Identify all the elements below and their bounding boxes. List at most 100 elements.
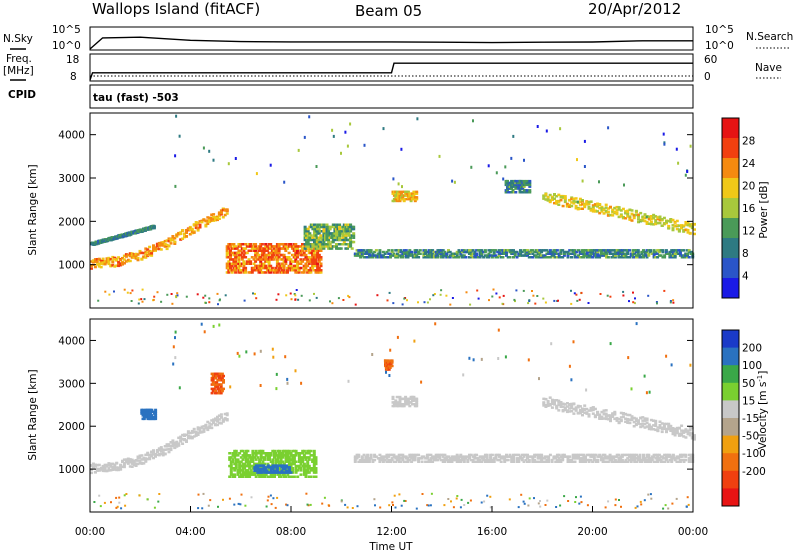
power-cell [608, 252, 612, 255]
power-cell [150, 250, 154, 253]
velocity-cell [243, 462, 247, 466]
velocity-cell [360, 458, 364, 462]
velocity-cell [103, 469, 107, 473]
velocity-cell [639, 416, 643, 420]
power-cell [146, 254, 150, 257]
velocity-cell [284, 454, 288, 457]
power-cell [242, 247, 246, 250]
velocity-cell [441, 458, 445, 462]
velocity-cell [287, 458, 291, 461]
power-cell [208, 216, 212, 220]
power-cell [122, 258, 126, 261]
velocity-cell [181, 433, 185, 437]
velocity-cell [572, 402, 576, 405]
power-cell [316, 230, 320, 233]
velocity-cell [645, 453, 649, 457]
velocity-cell [682, 460, 686, 463]
velocity-cell [271, 458, 275, 461]
power-cell [487, 164, 490, 168]
power-cell [690, 226, 694, 230]
velocity-cell [443, 458, 447, 462]
velocity-cell [228, 456, 232, 459]
velocity-cell [128, 459, 132, 462]
power-cell [583, 204, 587, 207]
velocity-cell [364, 458, 368, 462]
power-cell [169, 242, 173, 245]
power-cell [313, 227, 316, 231]
power-cell [371, 256, 375, 259]
power-cell [589, 252, 593, 255]
power-cell [134, 252, 138, 256]
velocity-cell [169, 441, 173, 444]
power-cell [599, 249, 603, 252]
velocity-cell [505, 455, 508, 458]
power-cell [604, 203, 608, 207]
velocity-cell [406, 460, 410, 463]
power-cell [662, 216, 666, 220]
power-cell [677, 249, 681, 252]
velocity-cell [537, 502, 540, 505]
velocity-cell [307, 471, 311, 474]
velocity-cell [577, 453, 580, 457]
velocity-cell [274, 506, 277, 509]
velocity-cell [629, 460, 633, 463]
velocity-cell [624, 417, 628, 420]
velocity-cell [196, 426, 200, 429]
power-cell [344, 243, 348, 246]
power-cell [196, 227, 200, 230]
power-cell [316, 225, 320, 229]
power-cell [542, 194, 546, 198]
power-cell [406, 252, 410, 255]
velocity-cell [529, 455, 533, 458]
power-cell [684, 221, 688, 224]
power-ytick-label: 3000 [58, 173, 85, 185]
velocity-cell [301, 456, 305, 459]
velocity-cell [539, 505, 542, 508]
velocity-cell [289, 462, 293, 466]
power-cell [170, 293, 173, 295]
power-cell [190, 229, 194, 232]
power-cell [667, 224, 671, 228]
power-cell [312, 260, 316, 263]
velocity-cell [97, 463, 101, 467]
power-cell [573, 254, 577, 257]
power-cell [296, 266, 299, 270]
velocity-cell [248, 471, 252, 474]
power-cell [316, 223, 320, 226]
power-cell [589, 200, 593, 203]
velocity-cell [353, 457, 357, 460]
power-cell [225, 212, 229, 215]
power-cell [93, 265, 97, 269]
velocity-cell [254, 449, 258, 453]
power-cell [257, 269, 261, 272]
velocity-cell [309, 467, 313, 470]
power-cell [403, 249, 406, 252]
velocity-cell [241, 458, 245, 461]
power-cell [471, 252, 475, 255]
nsky-strip: N.Sky 10^5 10^0 10^5 10^0 N.Search [3, 24, 793, 52]
power-cell [138, 251, 142, 255]
power-cell [301, 247, 304, 250]
velocity-cell [675, 460, 679, 463]
power-cell [227, 269, 231, 272]
power-cell [196, 221, 200, 225]
velocity-cell [631, 455, 635, 458]
power-cell [296, 271, 299, 274]
power-cell [296, 251, 299, 255]
velocity-cell [291, 469, 295, 472]
power-cell [686, 170, 689, 173]
power-cell [257, 256, 261, 259]
velocity-cell [253, 471, 257, 474]
velocity-cell [301, 460, 305, 463]
power-cell [505, 254, 508, 257]
velocity-ylabel: Slant Range [km] [27, 369, 39, 460]
velocity-cell [640, 458, 644, 462]
power-cell [640, 250, 644, 254]
power-cell [115, 258, 119, 261]
velocity-cell [134, 459, 138, 462]
velocity-cell [567, 500, 570, 502]
power-cell [319, 236, 323, 239]
power-cell [290, 298, 293, 301]
power-cell [264, 266, 268, 270]
power-cell [431, 256, 435, 259]
